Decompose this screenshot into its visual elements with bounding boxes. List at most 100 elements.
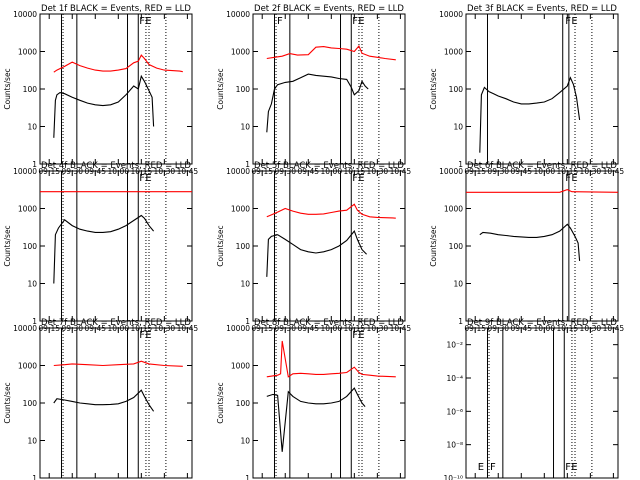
chart-title: Det 1f BLACK = Events, RED = LLD: [41, 4, 191, 14]
series-lld-line: [266, 44, 396, 61]
series-events-line: [53, 74, 155, 138]
marker-label: F: [565, 16, 571, 27]
marker-label: F: [352, 173, 358, 184]
marker-label: E: [358, 16, 364, 27]
marker-label: F: [352, 330, 358, 341]
marker-label: F: [277, 16, 283, 27]
y-tick-label: 100: [236, 399, 251, 408]
y-tick-label: 10: [240, 123, 250, 132]
y-tick-label: 10000: [13, 167, 37, 176]
y-tick-label: 1000: [231, 362, 250, 371]
y-tick-label: 1000: [18, 48, 37, 57]
chart-panel: Det 8f BLACK = Events, RED = LLD 1 10 100 10…: [216, 318, 406, 480]
y-tick-label: 10000: [226, 10, 250, 19]
marker-label: F: [565, 173, 571, 184]
marker-label: F: [352, 16, 358, 27]
marker-label: E: [478, 462, 484, 473]
chart-title: Det 8f BLACK = Events, RED = LLD: [254, 318, 404, 328]
marker-label: E: [571, 16, 577, 27]
marker-label: E: [145, 330, 151, 341]
y-tick-label: 10000: [13, 324, 37, 333]
y-tick-label: 1: [32, 474, 37, 480]
marker-label: E: [358, 330, 364, 341]
chart-title: Det 2f BLACK = Events, RED = LLD: [254, 4, 404, 14]
marker-label: F: [139, 16, 145, 27]
chart-panel: Det 2f BLACK = Events, RED = LLD 1 10 100 10…: [216, 4, 411, 176]
y-axis-label: Counts/sec: [429, 68, 438, 109]
chart-title: Det 7f BLACK = Events, RED = LLD: [41, 318, 191, 328]
y-tick-label: 100: [236, 242, 251, 251]
series-lld-line: [266, 340, 396, 378]
y-tick-label: 10000: [439, 167, 463, 176]
y-axis-label: Counts/sec: [3, 68, 12, 109]
y-tick-label: 10: [27, 280, 37, 289]
y-axis-label: Counts/sec: [216, 225, 225, 266]
marker-label: E: [145, 173, 151, 184]
series-lld-line: [266, 203, 396, 219]
y-tick-label: 1: [458, 160, 463, 169]
marker-label: F: [139, 173, 145, 184]
marker-label: E: [571, 462, 577, 473]
series-events-line: [53, 214, 155, 284]
y-axis-label: Counts/sec: [3, 225, 12, 266]
y-axis-label: Counts/sec: [216, 68, 225, 109]
y-tick-label: 10000: [226, 324, 250, 333]
y-tick-label: 1: [245, 474, 250, 480]
marker-label: F: [139, 330, 145, 341]
y-tick-label: 1000: [18, 205, 37, 214]
chart-panel: Det 6f BLACK = Events, RED = LLD 1 10 100 10…: [429, 161, 624, 333]
plot-frame: [465, 327, 619, 479]
marker-label: E: [145, 16, 151, 27]
chart-title: Det 5f BLACK = Events, RED = LLD: [254, 161, 404, 171]
y-tick-label: 10⁻⁶: [446, 407, 463, 416]
y-tick-label: 1: [245, 160, 250, 169]
chart-title: Det 4f BLACK = Events, RED = LLD: [41, 161, 191, 171]
y-tick-label: 1000: [231, 205, 250, 214]
marker-label: E: [358, 173, 364, 184]
series-events-line: [266, 230, 367, 277]
y-tick-label: 10: [453, 123, 463, 132]
series-events-line: [266, 73, 369, 133]
y-tick-label: 1: [32, 160, 37, 169]
marker-label: E: [571, 173, 577, 184]
y-tick-label: 100: [449, 242, 464, 251]
y-tick-label: 1000: [18, 362, 37, 371]
chart-panel: Det 7f BLACK = Events, RED = LLD 1 10 100 10…: [3, 318, 193, 480]
series-events-line: [479, 223, 581, 261]
series-events-line: [53, 389, 155, 412]
y-tick-label: 1000: [444, 205, 463, 214]
plot-frame: [465, 13, 619, 165]
series-lld-line: [53, 360, 183, 367]
y-tick-label: 10: [27, 123, 37, 132]
series-lld-line: [53, 54, 183, 73]
plot-frame: [465, 170, 619, 322]
chart-panel: Det 4f BLACK = Events, RED = LLD 1 10 100 10…: [3, 161, 198, 333]
y-tick-label: 100: [449, 85, 464, 94]
y-tick-label: 10: [240, 437, 250, 446]
y-axis-label: Counts/sec: [3, 382, 12, 423]
y-tick-label: 1: [32, 317, 37, 326]
chart-panel: Det 5f BLACK = Events, RED = LLD 1 10 100 10…: [216, 161, 411, 333]
y-tick-label: 100: [23, 85, 38, 94]
series-events-line: [266, 387, 366, 452]
chart-panel: Det 3f BLACK = Events, RED = LLD 1 10 100 10…: [429, 4, 624, 176]
marker-label: F: [565, 462, 571, 473]
y-tick-label: 10: [27, 437, 37, 446]
y-tick-label: 10⁻¹⁰: [443, 474, 463, 480]
series-events-line: [479, 76, 581, 153]
y-tick-label: 10000: [226, 167, 250, 176]
marker-label: F: [490, 462, 496, 473]
y-tick-label: 10: [240, 280, 250, 289]
y-tick-label: 1: [458, 317, 463, 326]
chart-title: Det 6f BLACK = Events, RED = LLD: [467, 161, 617, 171]
y-tick-label: 100: [23, 399, 38, 408]
y-tick-label: 1000: [231, 48, 250, 57]
y-tick-label: 10000: [439, 10, 463, 19]
y-axis-label: Counts/sec: [216, 382, 225, 423]
chart-panel: Det 1f BLACK = Events, RED = LLD 1 10 100 10…: [3, 4, 198, 176]
y-tick-label: 10⁻⁴: [446, 374, 463, 383]
y-tick-label: 100: [236, 85, 251, 94]
chart-panel: Det 9f BLACK = Events, RED = LLD 10⁻¹⁰ 10⁻…: [443, 318, 619, 480]
series-lld-line: [466, 189, 619, 193]
